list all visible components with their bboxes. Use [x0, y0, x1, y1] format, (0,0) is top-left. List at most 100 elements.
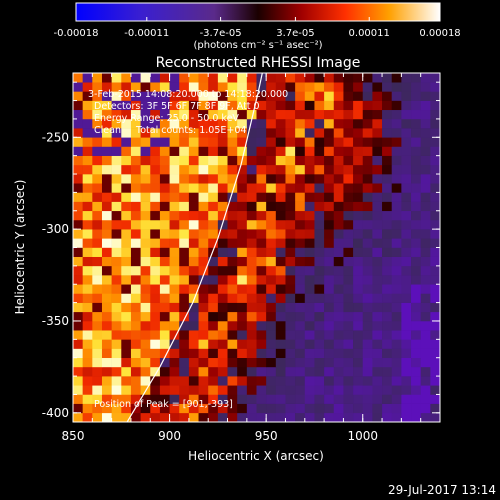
- heatmap-cell: [295, 192, 306, 202]
- heatmap-cell: [130, 256, 141, 267]
- heatmap-cell: [333, 155, 344, 166]
- heatmap-cell: [285, 183, 296, 193]
- heatmap-cell: [130, 376, 141, 386]
- heatmap-cell: [246, 128, 257, 138]
- heatmap-cell: [362, 339, 373, 349]
- heatmap-cell: [391, 293, 402, 303]
- heatmap-cell: [285, 376, 296, 386]
- heatmap-cell: [353, 376, 364, 386]
- heatmap-cell: [111, 311, 122, 322]
- heatmap-cell: [401, 265, 412, 276]
- heatmap-cell: [82, 403, 93, 414]
- heatmap-cell: [430, 330, 440, 340]
- heatmap-cell: [256, 164, 267, 175]
- heatmap-cell: [159, 339, 170, 349]
- heatmap-cell: [82, 128, 93, 138]
- heatmap-cell: [362, 302, 373, 313]
- heatmap-cell: [121, 348, 132, 359]
- heatmap-cell: [169, 118, 180, 129]
- heatmap-cell: [266, 256, 277, 267]
- heatmap-cell: [362, 366, 373, 377]
- heatmap-cell: [237, 82, 248, 92]
- heatmap-cell: [121, 412, 132, 422]
- heatmap-cell: [140, 320, 151, 331]
- heatmap-cell: [198, 146, 209, 156]
- heatmap-cell: [82, 357, 93, 368]
- heatmap-cell: [275, 339, 286, 349]
- heatmap-cell: [256, 82, 267, 92]
- heatmap-cell: [169, 302, 180, 313]
- heatmap-cell: [266, 275, 277, 285]
- heatmap-cell: [169, 100, 180, 111]
- heatmap-cell: [130, 100, 141, 111]
- heatmap-cell: [324, 376, 335, 386]
- heatmap-cell: [266, 412, 277, 422]
- heatmap-cell: [430, 155, 440, 166]
- heatmap-cell: [266, 366, 277, 377]
- heatmap-cell: [121, 357, 132, 368]
- heatmap-cell: [140, 302, 151, 313]
- heatmap-cell: [372, 146, 383, 156]
- heatmap-cell: [101, 330, 112, 340]
- heatmap-cell: [343, 210, 354, 221]
- heatmap-cell: [295, 91, 306, 101]
- heatmap-cell: [101, 164, 112, 175]
- heatmap-cell: [343, 348, 354, 359]
- heatmap-cell: [256, 348, 267, 359]
- heatmap-cell: [73, 146, 83, 156]
- heatmap-cell: [179, 219, 190, 230]
- heatmap-cell: [208, 146, 219, 156]
- heatmap-cell: [362, 155, 373, 166]
- colorbar-tick-label: -0.00018: [54, 28, 99, 39]
- heatmap-cell: [372, 376, 383, 386]
- heatmap-cell: [140, 201, 151, 212]
- heatmap-cell: [111, 366, 122, 377]
- heatmap-cell: [295, 293, 306, 303]
- heatmap-cell: [121, 82, 132, 92]
- heatmap-cell: [179, 339, 190, 349]
- heatmap-cell: [362, 256, 373, 267]
- heatmap-cell: [159, 320, 170, 331]
- heatmap-cell: [82, 137, 93, 147]
- heatmap-cell: [353, 100, 364, 111]
- heatmap-cell: [314, 137, 325, 147]
- heatmap-cell: [353, 403, 364, 414]
- heatmap-cell: [150, 330, 161, 340]
- heatmap-cell: [295, 339, 306, 349]
- heatmap-cell: [304, 238, 315, 248]
- heatmap-cell: [130, 109, 141, 120]
- heatmap-cell: [227, 100, 238, 111]
- heatmap-cell: [295, 385, 306, 395]
- heatmap-cell: [401, 82, 412, 92]
- heatmap-cell: [391, 238, 402, 248]
- heatmap-cell: [343, 311, 354, 322]
- heatmap-cell: [391, 174, 402, 184]
- heatmap-cell: [430, 256, 440, 267]
- heatmap-cell: [179, 128, 190, 138]
- heatmap-cell: [372, 229, 383, 239]
- heatmap-cell: [382, 339, 393, 349]
- heatmap-cell: [343, 293, 354, 303]
- heatmap-cell: [401, 229, 412, 239]
- heatmap-cell: [314, 376, 325, 386]
- heatmap-cell: [237, 385, 248, 395]
- heatmap-cell: [304, 412, 315, 422]
- heatmap-cell: [353, 412, 364, 422]
- heatmap-cell: [324, 82, 335, 92]
- heatmap-cell: [217, 100, 228, 111]
- heatmap-cell: [82, 339, 93, 349]
- heatmap-cell: [92, 146, 103, 156]
- heatmap-cell: [362, 137, 373, 147]
- heatmap-cell: [256, 284, 267, 294]
- heatmap-cell: [237, 357, 248, 368]
- heatmap-cell: [217, 293, 228, 303]
- heatmap-cell: [82, 320, 93, 331]
- heatmap-cell: [188, 192, 199, 202]
- heatmap-cell: [430, 320, 440, 331]
- heatmap-cell: [198, 192, 209, 202]
- heatmap-cell: [304, 265, 315, 276]
- heatmap-cell: [198, 376, 209, 386]
- heatmap-cell: [150, 219, 161, 230]
- heatmap-cell: [92, 366, 103, 377]
- heatmap-cell: [179, 238, 190, 248]
